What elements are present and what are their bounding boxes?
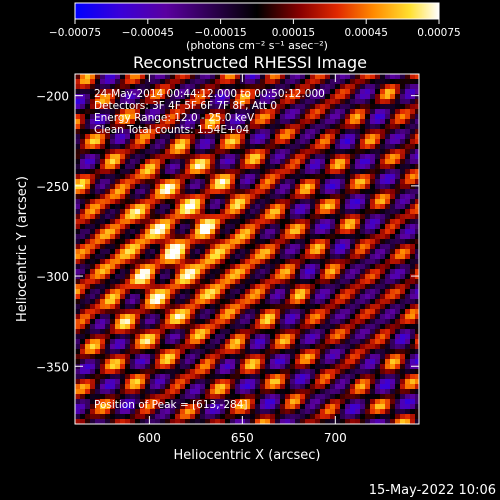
colorbar-unit-label: (photons cm⁻² s⁻¹ asec⁻²) — [186, 39, 328, 52]
colorbar-tick-label: −0.00045 — [122, 27, 174, 39]
colorbar-ticks: −0.00075 −0.00045 −0.00015 0.00015 0.00045 0.… — [49, 19, 461, 39]
annotation-line: Detectors: 3F 4F 5F 6F 7F 8F, Att 0 — [94, 100, 277, 112]
annotation-line: 24-May-2014 00:44:12.000 to 00:50:12.000 — [94, 88, 325, 100]
chart-title: Reconstructed RHESSI Image — [133, 53, 367, 72]
heatmap-image — [75, 74, 419, 424]
colorbar-tick-label: 0.00045 — [344, 27, 387, 39]
y-axis-label: Heliocentric Y (arcsec) — [15, 176, 30, 322]
timestamp: 15-May-2022 10:06 — [369, 483, 496, 498]
plot-frame — [74, 73, 420, 425]
colorbar — [74, 2, 440, 20]
axis-ticks: 600 650 700 −200 −250 −300 −350 — [36, 74, 419, 445]
annotation-line: Energy Range: 12.0 - 25.0 keV — [94, 112, 255, 124]
y-tick-label: −250 — [36, 180, 69, 194]
annotation-line: Clean Total counts: 1.54E+04 — [94, 124, 249, 136]
colorbar-tick-label: 0.00015 — [272, 27, 315, 39]
y-tick-label: −200 — [36, 90, 69, 104]
colorbar-tick-label: −0.00015 — [194, 27, 246, 39]
x-tick-label: 600 — [138, 431, 161, 445]
y-tick-label: −350 — [36, 360, 69, 374]
colorbar-tick-label: 0.00075 — [417, 27, 460, 39]
x-axis-label: Heliocentric X (arcsec) — [174, 448, 321, 463]
peak-label: Position of Peak = [613,-284] — [94, 399, 248, 411]
annotations: 24-May-2014 00:44:12.000 to 00:50:12.000… — [94, 88, 325, 136]
y-tick-label: −300 — [36, 270, 69, 284]
colorbar-tick-label: −0.00075 — [49, 27, 101, 39]
x-tick-label: 650 — [231, 431, 254, 445]
x-tick-label: 700 — [324, 431, 347, 445]
